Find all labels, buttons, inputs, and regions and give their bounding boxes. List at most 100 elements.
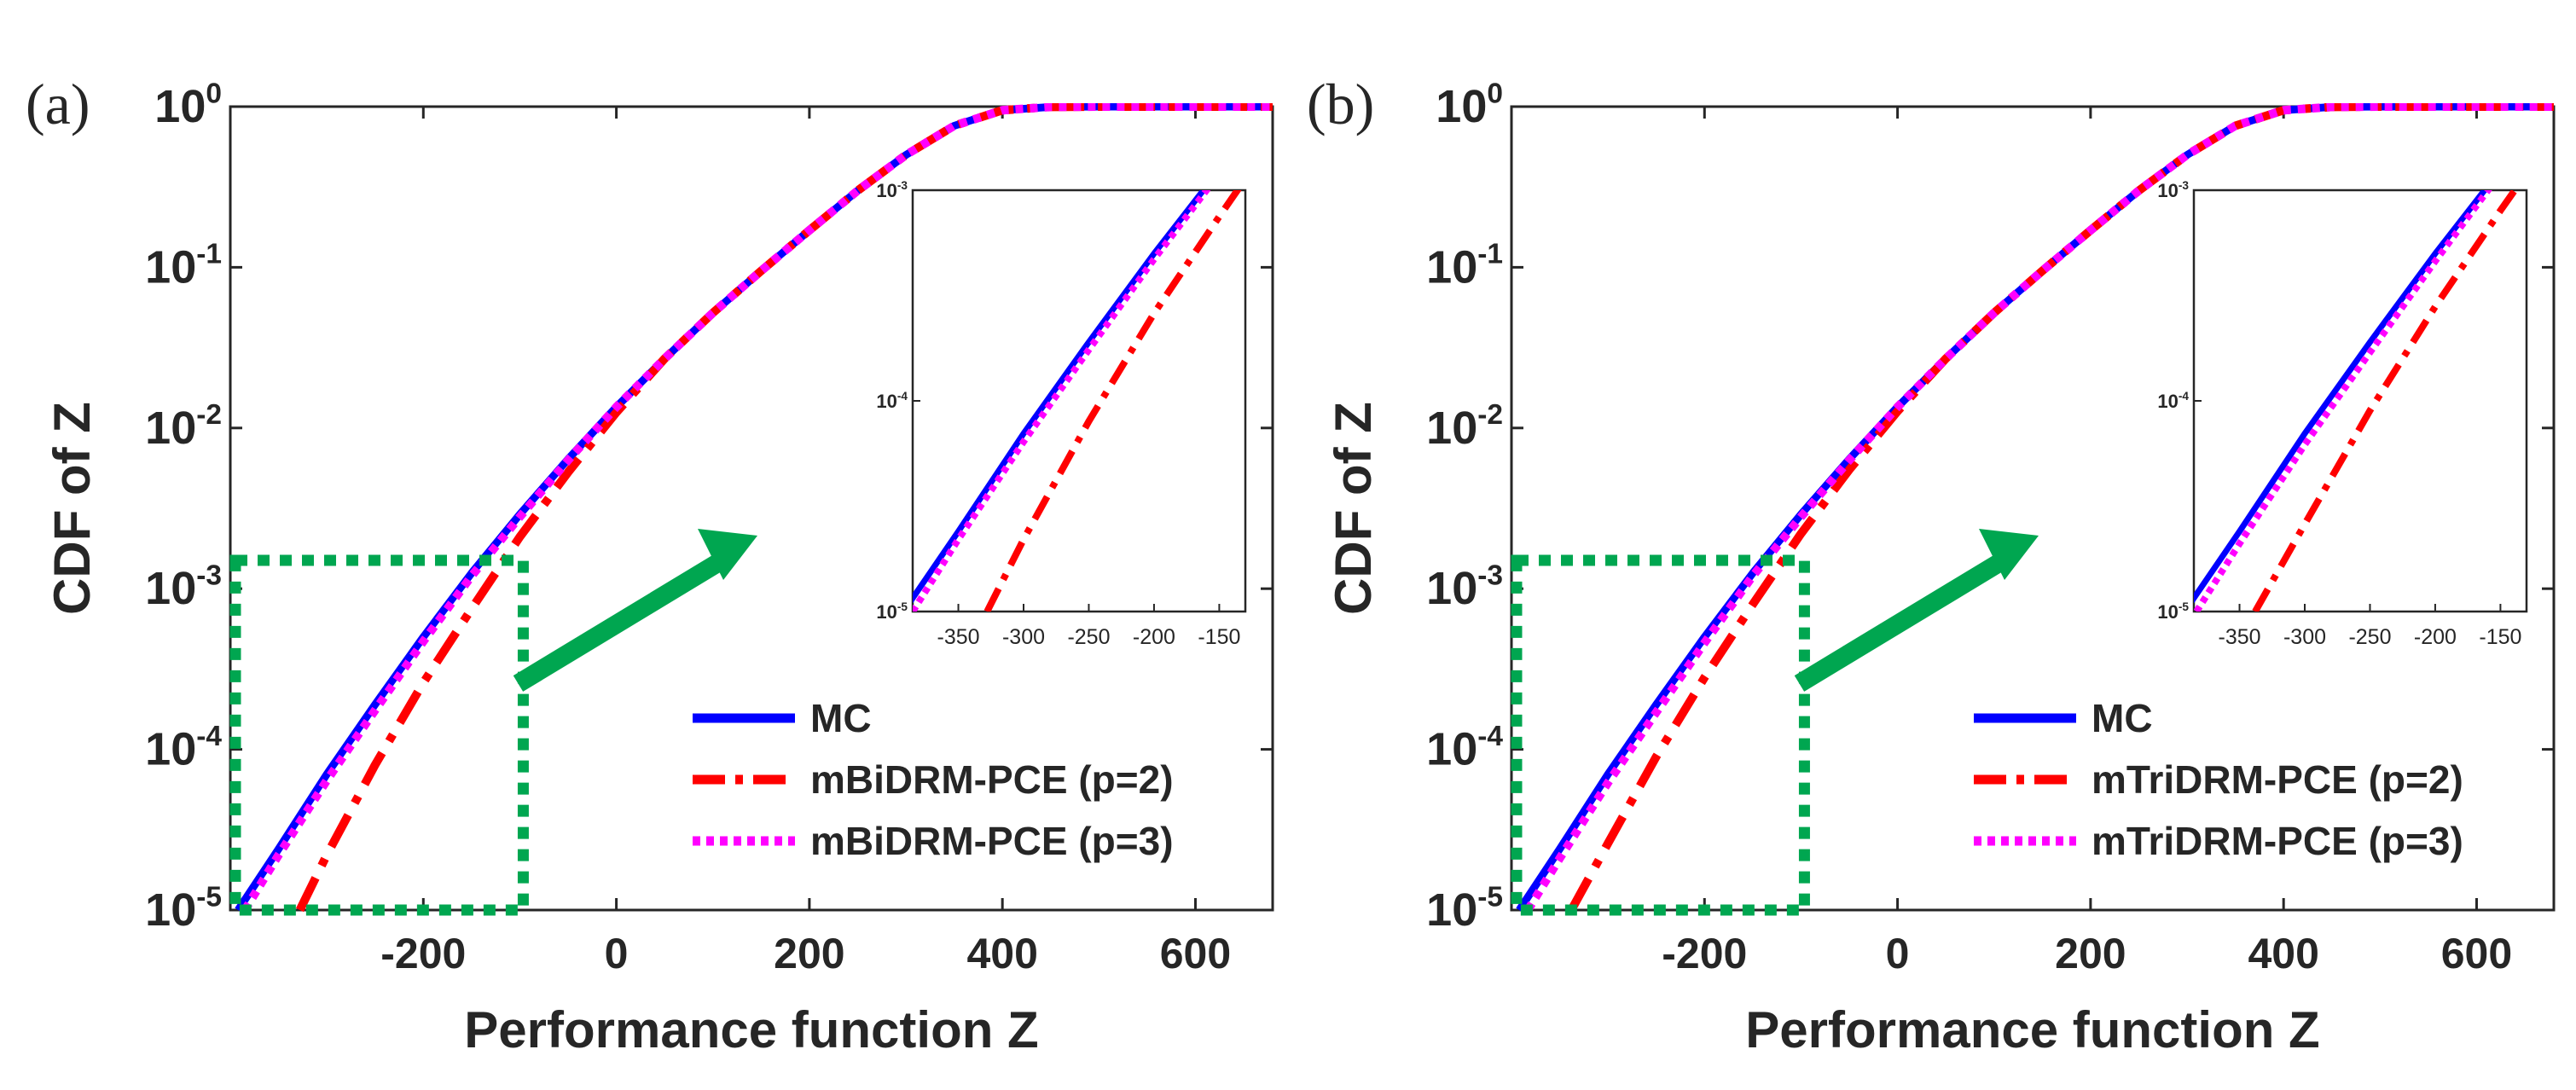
x-tick-label: 200 bbox=[774, 930, 844, 977]
y-tick-label-base: 10 bbox=[1426, 563, 1477, 614]
inset-y-tick-label: 10-4 bbox=[876, 390, 908, 412]
x-tick-label: 400 bbox=[2248, 930, 2318, 977]
y-tick-label: 10-1 bbox=[145, 239, 222, 293]
inset-y-tick-label-base: 10 bbox=[2157, 391, 2178, 412]
y-tick-label-exponent: -3 bbox=[1477, 560, 1503, 592]
x-tick-label: 400 bbox=[966, 930, 1037, 977]
y-tick-label-exponent: -3 bbox=[196, 560, 222, 592]
inset-x-tick-label: -200 bbox=[2414, 625, 2457, 649]
inset-y-tick-label-exponent: -3 bbox=[2179, 179, 2190, 192]
series-line-mbidrm-pce-p-3- bbox=[241, 103, 1273, 913]
y-tick-label: 10-2 bbox=[145, 399, 222, 454]
y-tick-label-base: 10 bbox=[1426, 241, 1477, 293]
panel-label: (a) bbox=[26, 72, 90, 136]
y-tick-label-base: 10 bbox=[145, 563, 196, 614]
zoom-region-box bbox=[1511, 554, 1810, 916]
y-tick-label: 10-1 bbox=[1426, 239, 1503, 293]
series-group bbox=[1516, 103, 2554, 913]
inset-y-tick-label-base: 10 bbox=[2157, 601, 2178, 623]
zoom-arrow-head bbox=[698, 529, 757, 580]
x-tick-label: -200 bbox=[1662, 930, 1747, 977]
series-group bbox=[235, 103, 1273, 913]
inset-x-tick-label: -200 bbox=[1133, 625, 1175, 649]
y-tick-label-base: 10 bbox=[145, 241, 196, 293]
y-tick-label-base: 10 bbox=[1426, 724, 1477, 775]
y-tick-label: 10-3 bbox=[1426, 560, 1503, 615]
y-tick-label-base: 10 bbox=[1436, 81, 1487, 132]
chart-panel-b: -200 0 200 400 60010-510-410-310-210-1100Per… bbox=[1307, 72, 2556, 1058]
inset-y-tick-label-exponent: -4 bbox=[897, 390, 908, 403]
series-line-mtridrm-pce-p-3- bbox=[1523, 103, 2554, 913]
inset-x-tick-label: -300 bbox=[2283, 625, 2326, 649]
y-axis-label: CDF of Z bbox=[44, 402, 101, 615]
y-tick-label-base: 10 bbox=[145, 724, 196, 775]
legend-label: mTriDRM-PCE (p=3) bbox=[2092, 819, 2463, 863]
zoom-region-box bbox=[229, 554, 529, 916]
y-tick-label-exponent: -1 bbox=[196, 239, 222, 270]
inset-series-line-mc bbox=[913, 190, 1208, 604]
y-axis-label: CDF of Z bbox=[1325, 402, 1382, 615]
inset-y-tick-label: 10-4 bbox=[2157, 390, 2189, 412]
inset-y-tick-label-base: 10 bbox=[876, 601, 896, 623]
y-tick-label: 10-3 bbox=[145, 560, 222, 615]
y-tick-label-exponent: -4 bbox=[1477, 721, 1503, 752]
y-tick-label: 10-5 bbox=[145, 881, 222, 936]
legend: MC mTriDRM-PCE (p=2) mTriDRM-PCE (p=3) bbox=[1974, 696, 2463, 863]
x-tick-label: 600 bbox=[1160, 930, 1231, 977]
inset-x-tick-label: -350 bbox=[937, 625, 980, 649]
inset-y-tick-label-exponent: -4 bbox=[2179, 390, 2190, 403]
inset-x-tick-label: -250 bbox=[1067, 625, 1110, 649]
inset-series-line-mbidrm-pce-p-2- bbox=[983, 190, 1242, 612]
y-tick-label-exponent: 0 bbox=[1487, 78, 1503, 109]
inset-series-line-mc bbox=[2194, 190, 2489, 604]
zoom-arrow-head bbox=[1979, 529, 2039, 580]
inset-y-tick-label: 10-5 bbox=[876, 600, 908, 623]
inset-x-tick-label: -300 bbox=[1002, 625, 1045, 649]
legend-label: MC bbox=[2092, 696, 2153, 740]
legend-label: MC bbox=[810, 696, 872, 740]
x-tick-label: -200 bbox=[380, 930, 466, 977]
y-tick-label-exponent: -4 bbox=[196, 721, 222, 752]
panel-label: (b) bbox=[1307, 72, 1374, 136]
chart-panel-a: -200 0 200 400 60010-510-410-310-210-1100Per… bbox=[26, 72, 1274, 1058]
inset-x-tick-label: -350 bbox=[2219, 625, 2261, 649]
legend-label: mBiDRM-PCE (p=3) bbox=[810, 819, 1174, 863]
inset-plot-area bbox=[2192, 188, 2528, 613]
y-tick-label-exponent: -2 bbox=[1477, 399, 1503, 431]
y-tick-label: 100 bbox=[1436, 78, 1503, 132]
inset-y-tick-label-exponent: -3 bbox=[897, 179, 908, 192]
x-axis-label: Performance function Z bbox=[464, 1001, 1038, 1058]
y-tick-label-exponent: -1 bbox=[1477, 239, 1503, 270]
y-tick-label-base: 10 bbox=[145, 884, 196, 936]
zoom-arrow-shaft bbox=[1794, 546, 2018, 692]
inset-x-tick-label: -150 bbox=[1198, 625, 1240, 649]
y-tick-label-base: 10 bbox=[1426, 884, 1477, 936]
y-tick-label: 10-4 bbox=[145, 721, 222, 775]
y-tick-label-exponent: -5 bbox=[196, 881, 222, 913]
y-tick-label: 100 bbox=[154, 78, 222, 132]
y-tick-label: 10-5 bbox=[1426, 881, 1503, 936]
y-tick-label-exponent: -5 bbox=[1477, 881, 1503, 913]
inset-series-group bbox=[913, 190, 1242, 612]
inset-y-tick-label-base: 10 bbox=[876, 391, 896, 412]
y-tick-label: 10-4 bbox=[1426, 721, 1503, 775]
y-tick-label-base: 10 bbox=[154, 81, 206, 132]
inset-plot-area bbox=[911, 188, 1247, 613]
zoom-arrow-shaft bbox=[513, 546, 737, 692]
inset-x-tick-label: -150 bbox=[2479, 625, 2521, 649]
inset-series-group bbox=[2194, 190, 2520, 612]
y-tick-label-base: 10 bbox=[1426, 403, 1477, 454]
inset-y-tick-label: 10-3 bbox=[2157, 179, 2189, 201]
inset-y-tick-label-exponent: -5 bbox=[2179, 600, 2190, 613]
x-tick-label: 0 bbox=[605, 930, 629, 977]
inset-y-tick-label: 10-3 bbox=[876, 179, 908, 201]
inset-series-line-mbidrm-pce-p-3- bbox=[913, 190, 1211, 612]
legend-label: mBiDRM-PCE (p=2) bbox=[810, 757, 1174, 802]
inset-y-tick-label-exponent: -5 bbox=[897, 600, 908, 613]
legend-label: mTriDRM-PCE (p=2) bbox=[2092, 757, 2463, 802]
y-tick-label: 10-2 bbox=[1426, 399, 1503, 454]
